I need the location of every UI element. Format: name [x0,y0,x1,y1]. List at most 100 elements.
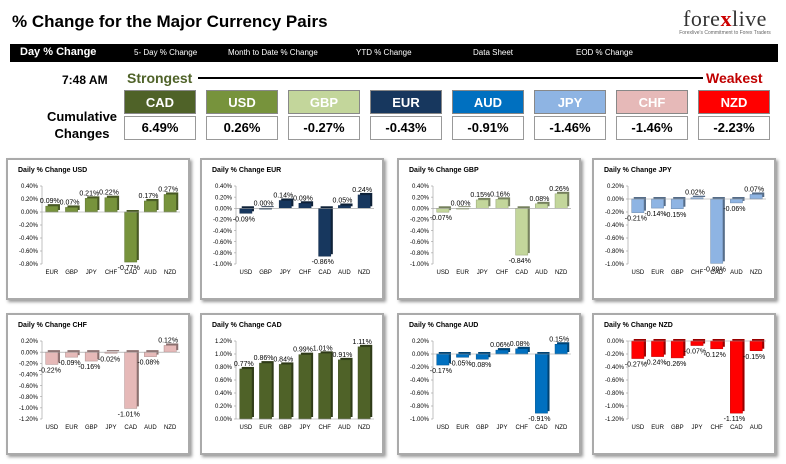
tab-day-change[interactable]: Day % Change [20,46,97,58]
x-category-label: NZD [164,425,177,431]
tab-5-day-change[interactable]: 5- Day % Change [134,48,198,57]
data-label: 0.05% [332,198,352,205]
x-category-label: AUD [338,425,351,431]
bar-depth [340,203,353,207]
y-tick-label: 0.20% [412,339,430,345]
y-tick-label: 0.00% [607,197,625,203]
bar [144,351,157,357]
data-label: 0.27% [158,186,178,193]
y-tick-label: -1.00% [605,404,625,410]
data-label: -0.26% [664,361,686,368]
x-category-label: CAD [515,270,528,276]
bar [554,193,568,209]
data-label: 0.00% [254,200,274,207]
cumulative-changes-label: Cumulative Changes [46,109,118,141]
forexlive-logo[interactable]: forexlive Forexlive's Commitment to Fore… [670,6,780,42]
data-label: 1.01% [313,345,333,352]
chart-panel-chf: Daily % Change CHF 0.20% 0.00% -0.20% -0.40%… [6,313,190,455]
y-tick-label: 0.00% [412,352,430,358]
bar [670,340,684,359]
x-category-label: CHF [711,425,724,431]
chart-title: Daily % Change CHF [18,322,88,329]
currency-swatch-eur: EUR [370,90,442,114]
y-tick-label: -0.20% [605,210,625,216]
chart-panel-aud: Daily % Change AUD 0.20% 0.00% -0.20% -0.40%… [397,313,581,455]
bar [239,368,253,420]
y-tick-label: -0.40% [605,365,625,371]
y-tick-label: 0.40% [215,391,233,397]
bar [84,198,98,213]
currency-swatch-jpy: JPY [534,90,606,114]
y-tick-label: 0.40% [412,184,430,190]
bar [163,345,177,353]
bar [278,200,292,209]
y-tick-label: -0.40% [605,223,625,229]
x-category-label: GBP [671,270,684,276]
x-category-label: AUD [750,425,763,431]
x-category-label: EUR [651,270,664,276]
data-label: 0.26% [549,186,569,193]
currency-swatch-nzd: NZD [698,90,770,114]
y-tick-label: -1.00% [19,406,39,412]
data-label: -0.91% [528,416,550,423]
bar [515,348,529,355]
data-label: -0.14% [644,211,666,218]
x-category-label: GBP [279,425,292,431]
currency-swatch-usd: USD [206,90,278,114]
x-category-label: EUR [456,425,469,431]
data-label: -0.05% [449,360,471,367]
data-label: -0.15% [664,212,686,219]
y-tick-label: -1.00% [410,417,430,423]
y-tick-label: 1.20% [215,339,233,345]
x-category-label: USD [437,425,450,431]
header: % Change for the Major Currency Pairs fo… [0,0,786,44]
x-category-label: USD [240,425,253,431]
x-category-label: GBP [85,425,98,431]
page-title: % Change for the Major Currency Pairs [12,12,328,31]
y-tick-label: 0.60% [215,378,233,384]
y-tick-label: -0.40% [410,378,430,384]
tab-data-sheet[interactable]: Data Sheet [473,48,514,57]
bar [338,205,351,209]
x-category-label: GBP [476,425,489,431]
y-tick-label: -0.40% [19,236,39,242]
tab-month-to-date-change[interactable]: Month to Date % Change [228,48,318,57]
bar [357,346,371,420]
data-label: -0.09% [233,216,255,223]
y-tick-label: 0.00% [215,417,233,423]
y-tick-label: -0.40% [410,229,430,235]
bar [554,344,568,355]
data-label: 0.09% [40,198,60,205]
chart-svg: Daily % Change GBP0.40%0.20%0.00%-0.20%-… [409,167,571,276]
x-category-label: GBP [259,270,272,276]
bar [495,199,509,209]
data-label: -0.15% [743,354,765,361]
x-category-label: AUD [144,270,157,276]
y-tick-label: 0.00% [412,206,430,212]
bar [45,205,59,213]
data-label: 0.02% [685,190,705,197]
data-label: -0.16% [78,364,100,371]
data-label: -0.17% [430,368,452,375]
x-category-label: JPY [299,425,310,431]
y-tick-label: -0.60% [410,391,430,397]
data-label: 0.08% [510,341,530,348]
data-label: -0.12% [704,352,726,359]
data-label: 1.11% [352,339,371,346]
bar [475,353,489,360]
bar [84,351,98,362]
bar [535,203,548,209]
x-category-label: USD [632,425,645,431]
bar [239,208,253,214]
y-tick-label: -0.20% [410,218,430,224]
bar [338,359,351,420]
data-label: 0.91% [332,352,352,359]
y-tick-label: -1.00% [410,262,430,268]
bar [124,211,138,263]
data-label: 0.00% [451,200,471,207]
tab-eod-change[interactable]: EOD % Change [576,48,633,57]
chart-title: Daily % Change CAD [212,322,282,329]
tab-ytd-change[interactable]: YTD % Change [356,48,412,57]
x-category-label: USD [240,270,253,276]
x-category-label: CAD [124,425,137,431]
